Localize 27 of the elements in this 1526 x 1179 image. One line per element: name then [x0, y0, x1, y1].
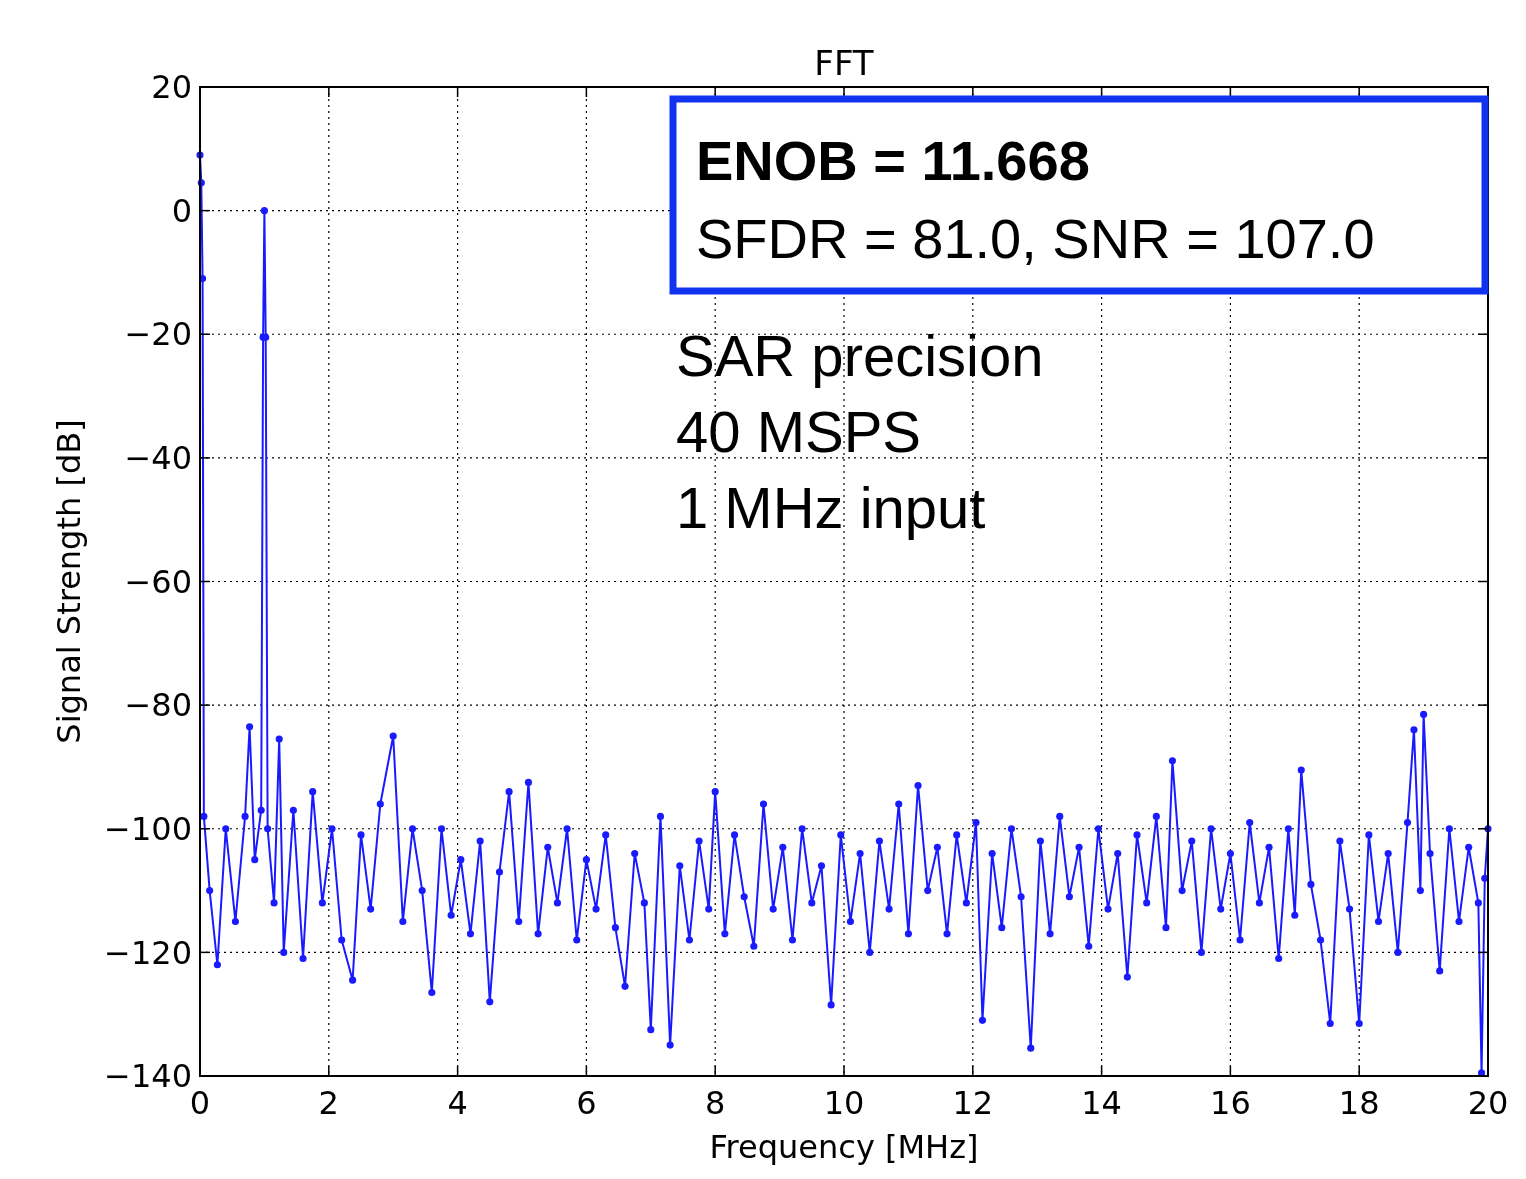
x-tick-label: 8	[705, 1084, 726, 1122]
x-tick-label: 16	[1210, 1084, 1251, 1122]
chart-title: FFT	[814, 43, 874, 83]
annotation: ENOB = 11.668	[696, 129, 1090, 192]
annotation: 40 MSPS	[676, 399, 921, 464]
y-axis-title: Signal Strength [dB]	[50, 419, 88, 744]
y-tick-label: −80	[124, 686, 192, 725]
x-tick-label: 10	[823, 1084, 865, 1122]
y-tick-label: −40	[124, 439, 192, 478]
y-tick-label: 20	[151, 68, 192, 107]
y-tick-label: 0	[171, 191, 192, 230]
x-tick-label: 4	[447, 1084, 468, 1122]
y-tick-label: −20	[124, 315, 192, 354]
x-tick-label: 18	[1338, 1084, 1380, 1122]
x-tick-label: 6	[576, 1084, 597, 1122]
annotation: 1 MHz input	[676, 475, 986, 540]
y-tick-label: −120	[104, 933, 192, 972]
y-tick-label: −140	[104, 1057, 192, 1096]
x-tick-label: 20	[1467, 1084, 1509, 1122]
x-tick-label: 2	[318, 1084, 339, 1122]
x-tick-label: 14	[1081, 1084, 1122, 1122]
x-tick-label: 12	[952, 1084, 994, 1122]
x-axis-title: Frequency [MHz]	[709, 1128, 979, 1166]
y-tick-label: −60	[124, 562, 192, 601]
y-tick-label: −100	[104, 809, 192, 848]
annotation: SFDR = 81.0, SNR = 107.0	[696, 207, 1375, 270]
annotation: SAR precision	[676, 323, 1044, 388]
